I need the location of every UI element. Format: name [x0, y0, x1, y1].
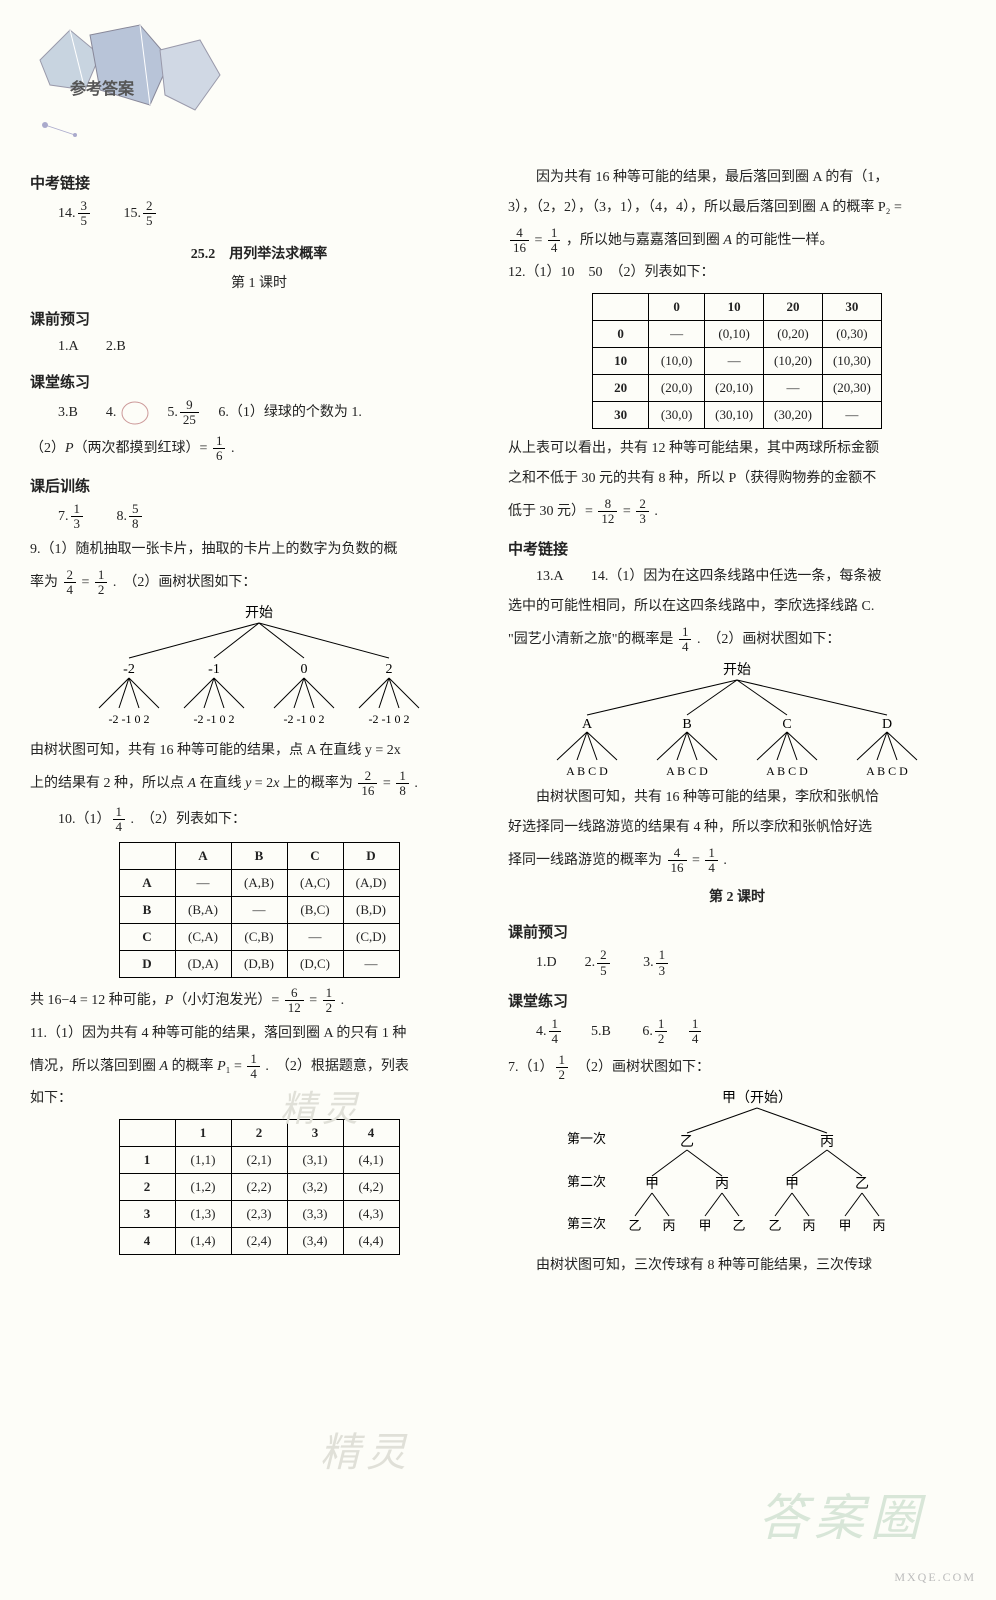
svg-text:C: C [782, 717, 791, 732]
answer-line: 选中的可能性相同，所以在这四条线路中，李欣选择线路 C. [508, 595, 966, 619]
svg-text:0: 0 [301, 662, 308, 677]
svg-text:乙: 乙 [732, 1218, 745, 1233]
answer-line: 1.A 2.B [30, 335, 488, 359]
svg-text:丙: 丙 [802, 1218, 815, 1233]
svg-text:A B C D: A B C D [866, 764, 908, 778]
svg-text:甲: 甲 [698, 1218, 711, 1233]
table-1234: 1234 1(1,1)(2,1)(3,1)(4,1) 2(1,2)(2,2)(3… [119, 1119, 400, 1255]
answer-line: 7.（1）12 （2）画树状图如下： [508, 1053, 966, 1083]
svg-text:甲: 甲 [838, 1218, 851, 1233]
svg-text:开始: 开始 [723, 662, 751, 678]
section-heading: 课前预习 [508, 921, 966, 942]
right-column: 因为共有 16 种等可能的结果，最后落回到圈 A 的有（1， 3），（2，2），… [508, 160, 966, 1284]
svg-text:第三次: 第三次 [567, 1216, 606, 1231]
answer-line: 由树状图可知，三次传球有 8 种等可能结果，三次传球 [508, 1254, 966, 1278]
answer-line: 416 = 14 ，所以她与嘉嘉落回到圈 A 的可能性一样。 [508, 226, 966, 256]
tree-root: 开始 [245, 605, 273, 621]
watermark-text: 精灵 [320, 1420, 412, 1478]
section-heading: 课堂练习 [508, 990, 966, 1011]
svg-text:丙: 丙 [662, 1218, 675, 1233]
header-crystals-icon [30, 20, 260, 140]
answer-line: 由树状图可知，共有 16 种等可能的结果，李欣和张帆恰 [508, 786, 966, 810]
section-heading: 课后训练 [30, 475, 488, 496]
answer-line: 从上表可以看出，共有 12 种等可能结果，其中两球所标金额 [508, 437, 966, 461]
footer-site: MXQE.COM [894, 1570, 976, 1585]
tree-diagram: 开始 A B C D A B C D A B C D A B C D A B [527, 660, 947, 780]
answer-line: 率为 24 = 12 . （2）画树状图如下： [30, 568, 488, 598]
svg-text:-1: -1 [208, 662, 220, 677]
header-decoration: 参考答案 [30, 20, 966, 140]
table-abcd: ABCD A—(A,B)(A,C)(A,D) B(B,A)—(B,C)(B,D)… [119, 842, 400, 978]
stamp-icon [120, 400, 150, 426]
answer-line: "园艺小清新之旅"的概率是 14 . （2）画树状图如下： [508, 625, 966, 655]
svg-text:A B C D: A B C D [566, 764, 608, 778]
lesson-subtitle: 第 1 课时 [30, 272, 488, 296]
svg-text:A B C D: A B C D [766, 764, 808, 778]
svg-text:D: D [882, 717, 892, 732]
answer-line: 上的结果有 2 种，所以点 A 在直线 y = 2x 上的概率为 216 = 1… [30, 769, 488, 799]
svg-text:-2 -1 0 2: -2 -1 0 2 [284, 712, 325, 726]
tree-diagram: 甲（开始） 第一次 乙 丙 第二次 甲 丙 甲 乙 第三次 [527, 1088, 947, 1248]
answer-line: 1.D 2.25 3.13 [508, 948, 966, 978]
answer-line: 好选择同一线路游览的结果有 4 种，所以李欣和张帆恰好选 [508, 816, 966, 840]
svg-text:甲: 甲 [645, 1177, 659, 1192]
svg-text:-2 -1 0 2: -2 -1 0 2 [194, 712, 235, 726]
page: 参考答案 中考链接 14.35 15.25 25.2 用列举法求概率 第 1 课… [0, 0, 996, 1600]
svg-text:第二次: 第二次 [567, 1174, 606, 1189]
svg-text:丙: 丙 [820, 1135, 834, 1150]
svg-text:-2 -1 0 2: -2 -1 0 2 [369, 712, 410, 726]
answer-line: 共 16−4 = 12 种可能，P（小灯泡发光）= 612 = 12 . [30, 986, 488, 1016]
svg-text:乙: 乙 [768, 1218, 781, 1233]
answer-line: 因为共有 16 种等可能的结果，最后落回到圈 A 的有（1， [508, 166, 966, 190]
section-heading: 中考链接 [30, 172, 488, 193]
answer-line: 择同一线路游览的概率为 416 = 14 . [508, 846, 966, 876]
chapter-title: 25.2 用列举法求概率 [30, 243, 488, 267]
left-column: 中考链接 14.35 15.25 25.2 用列举法求概率 第 1 课时 课前预… [30, 160, 488, 1284]
answer-line: 9.（1）随机抽取一张卡片，抽取的卡片上的数字为负数的概 [30, 538, 488, 562]
lesson-subtitle: 第 2 课时 [508, 886, 966, 910]
two-column-layout: 中考链接 14.35 15.25 25.2 用列举法求概率 第 1 课时 课前预… [30, 160, 966, 1284]
svg-text:A B C D: A B C D [666, 764, 708, 778]
svg-text:甲（开始）: 甲（开始） [722, 1090, 792, 1106]
answer-line: 13.A 14.（1）因为在这四条线路中任选一条，每条被 [508, 565, 966, 589]
answer-line: 之和不低于 30 元的共有 8 种，所以 P（获得购物券的金额不 [508, 467, 966, 491]
svg-text:2: 2 [386, 662, 393, 677]
svg-text:乙: 乙 [680, 1134, 694, 1150]
answer-line: （2）P（两次都摸到红球）= 16 . [30, 434, 488, 464]
answer-line: 4.14 5.B 6.12 14 [508, 1017, 966, 1047]
answer-line: 情况，所以落回到圈 A 的概率 P₁ = 14 . （2）根据题意，列表 [30, 1052, 488, 1082]
svg-text:-2: -2 [123, 662, 135, 677]
answer-line: 3），（2，2），（3，1），（4，4），所以最后落回到圈 A 的概率 P₂ = [508, 196, 966, 220]
answer-line: 12.（1）10 50 （2）列表如下： [508, 261, 966, 285]
answer-line: 3.B 4. 5.925 6.（1）绿球的个数为 1. [30, 398, 488, 428]
answer-line: 如下： [30, 1087, 488, 1111]
svg-text:丙: 丙 [715, 1177, 729, 1192]
svg-text:-2 -1 0 2: -2 -1 0 2 [109, 712, 150, 726]
answer-line: 低于 30 元）= 812 = 23 . [508, 497, 966, 527]
section-heading: 中考链接 [508, 538, 966, 559]
answer-line: 11.（1）因为共有 4 种等可能的结果，落回到圈 A 的只有 1 种 [30, 1022, 488, 1046]
answer-line: 10.（1）14 . （2）列表如下： [30, 805, 488, 835]
svg-text:第一次: 第一次 [567, 1131, 606, 1146]
answer-line: 由树状图可知，共有 16 种等可能的结果，点 A 在直线 y = 2x [30, 739, 488, 763]
svg-text:A: A [582, 717, 593, 732]
table-money: 0102030 0—(0,10)(0,20)(0,30) 10(10,0)—(1… [592, 293, 882, 429]
svg-text:丙: 丙 [872, 1218, 885, 1233]
svg-text:乙: 乙 [855, 1176, 869, 1192]
section-heading: 课前预习 [30, 308, 488, 329]
svg-text:B: B [682, 717, 691, 732]
section-heading: 课堂练习 [30, 371, 488, 392]
answer-line: 14.35 15.25 [30, 199, 488, 229]
svg-text:乙: 乙 [628, 1218, 641, 1233]
watermark-text: 答案圈 [758, 1478, 926, 1550]
tree-diagram: 开始 -2 -1 0 2 -2 -1 0 2 -2 -1 0 2 -2 -1 0… [69, 603, 449, 733]
answer-line: 7.13 8.58 [30, 502, 488, 532]
svg-text:甲: 甲 [785, 1177, 799, 1192]
header-title: 参考答案 [70, 75, 134, 99]
